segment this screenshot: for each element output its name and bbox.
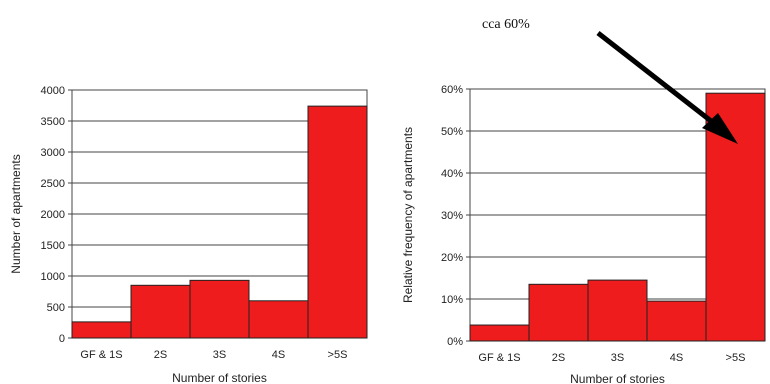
- left-bar: [130, 284, 191, 339]
- left-y-tick-label: 2500: [41, 178, 65, 190]
- left-x-axis-label: Number of stories: [172, 371, 267, 384]
- right-x-tick-label: GF & 1S: [478, 352, 520, 364]
- left-x-tick-label: 4S: [272, 349, 285, 361]
- right-y-tick-label: 10%: [441, 294, 463, 306]
- left-bar: [71, 321, 132, 339]
- left-y-tick-label: 4000: [41, 85, 65, 97]
- left-y-axis-label: Number of apartments: [9, 154, 23, 273]
- right-y-axis-label: Relative frequency of apartments: [401, 127, 415, 303]
- right-x-tick-label: >5S: [726, 352, 746, 364]
- left-x-tick-label: GF & 1S: [80, 349, 122, 361]
- left-y-tick-label: 1500: [41, 240, 65, 252]
- left-y-tick-label: 3500: [41, 116, 65, 128]
- left-y-tick-label: 3000: [41, 147, 65, 159]
- left-bar: [307, 105, 368, 339]
- right-x-axis-label: Number of stories: [570, 372, 665, 384]
- right-y-tick-label: 60%: [441, 84, 463, 96]
- right-bar: [705, 92, 766, 342]
- right-bar: [469, 324, 530, 342]
- left-y-tick-label: 2000: [41, 209, 65, 221]
- right-bar: [587, 279, 648, 342]
- right-bar: [646, 300, 707, 342]
- left-y-tick-label: 500: [47, 302, 65, 314]
- right-x-tick-label: 4S: [670, 352, 683, 364]
- annotation-text: cca 60%: [482, 17, 530, 32]
- right-y-tick-label: 30%: [441, 210, 463, 222]
- left-x-tick-label: >5S: [328, 349, 348, 361]
- right-y-tick-label: 50%: [441, 126, 463, 138]
- right-bar: [528, 283, 589, 342]
- left-x-tick-label: 2S: [154, 349, 167, 361]
- left-y-tick-label: 1000: [41, 271, 65, 283]
- left-bar: [189, 279, 250, 339]
- chart-left: 0 500 1000 1500 2000 2500 3000 3500 4000 GF & 1S 2…: [9, 85, 368, 384]
- right-y-tick-label: 40%: [441, 168, 463, 180]
- left-bar: [248, 300, 309, 339]
- annotation-arrow: [596, 31, 738, 144]
- left-x-tick-label: 3S: [213, 349, 226, 361]
- right-x-tick-label: 3S: [611, 352, 624, 364]
- left-y-tick-label: 0: [59, 333, 65, 345]
- right-y-tick-label: 0%: [447, 336, 463, 348]
- right-y-tick-label: 20%: [441, 252, 463, 264]
- chart-right: 0% 10% 20% 30% 40% 50% 60% GF & 1S 2S 3S 4S >5S Numb…: [401, 84, 766, 384]
- right-x-tick-label: 2S: [552, 352, 565, 364]
